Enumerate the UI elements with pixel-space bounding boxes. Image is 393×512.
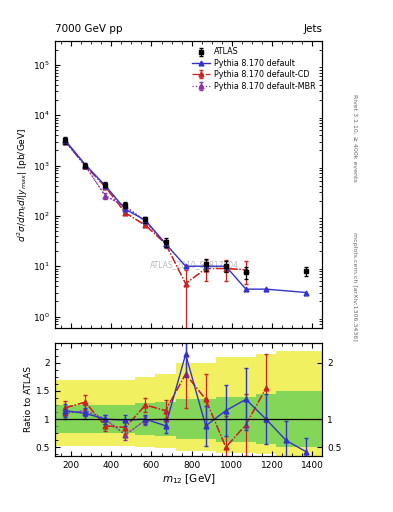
Text: Jets: Jets <box>303 24 322 34</box>
Y-axis label: $d^2\sigma/dm_tdl|y_{max}|$ [pb/GeV]: $d^2\sigma/dm_tdl|y_{max}|$ [pb/GeV] <box>16 127 30 242</box>
Text: Rivet 3.1.10, ≥ 400k events: Rivet 3.1.10, ≥ 400k events <box>352 94 357 182</box>
Y-axis label: Ratio to ATLAS: Ratio to ATLAS <box>24 367 33 432</box>
Legend: ATLAS, Pythia 8.170 default, Pythia 8.170 default-CD, Pythia 8.170 default-MBR: ATLAS, Pythia 8.170 default, Pythia 8.17… <box>190 45 318 93</box>
Text: mcplots.cern.ch [arXiv:1306.3436]: mcplots.cern.ch [arXiv:1306.3436] <box>352 232 357 341</box>
Text: 7000 GeV pp: 7000 GeV pp <box>55 24 123 34</box>
X-axis label: $m_{12}$ [GeV]: $m_{12}$ [GeV] <box>162 472 215 486</box>
Text: ATLAS_2010_S8817804: ATLAS_2010_S8817804 <box>149 260 239 269</box>
